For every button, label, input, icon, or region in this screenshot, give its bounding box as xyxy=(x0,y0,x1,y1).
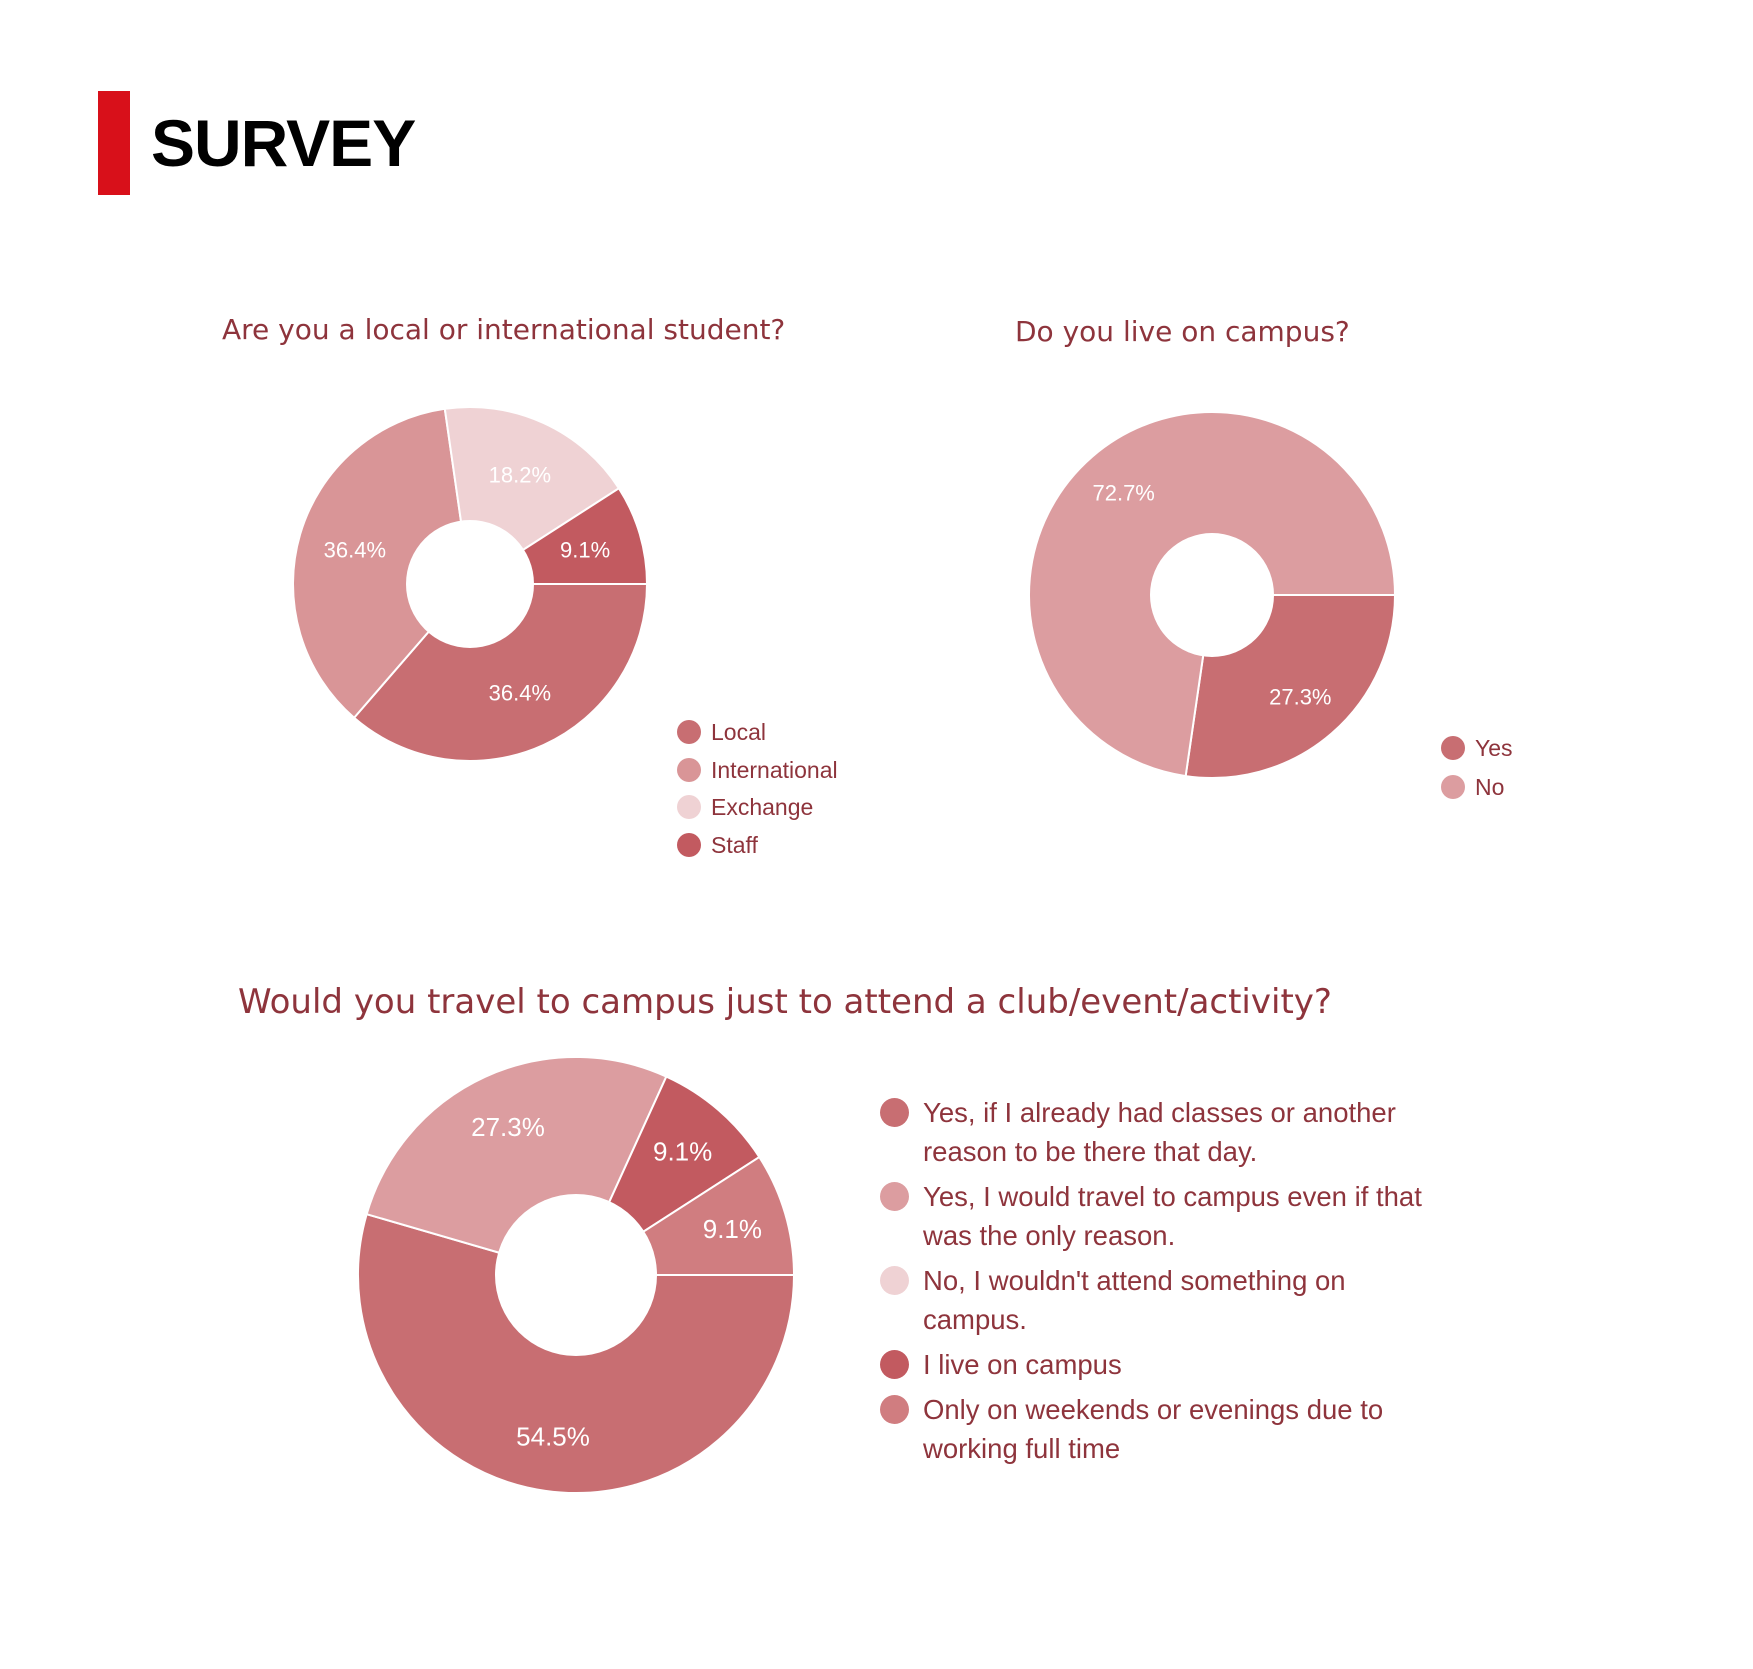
legend-swatch-icon xyxy=(677,757,701,782)
legend-label: Only on weekends or evenings due to work… xyxy=(923,1394,1384,1464)
page-title: SURVEY xyxy=(151,106,416,180)
legend-swatch-icon xyxy=(880,1182,909,1211)
legend-swatch-icon xyxy=(677,720,701,744)
legend-item: Staff xyxy=(677,831,838,869)
legend-item: Yes, if I already had classes or another… xyxy=(880,1093,1440,1171)
legend-item: Yes xyxy=(1441,734,1513,773)
legend-swatch-icon xyxy=(677,795,701,819)
legend-label: I live on campus xyxy=(923,1349,1122,1380)
legend-item: Exchange xyxy=(677,793,838,831)
slice-value-label: 36.4% xyxy=(324,538,386,563)
legend-label: Yes xyxy=(1475,735,1513,761)
legend-item: Only on weekends or evenings due to work… xyxy=(880,1390,1440,1468)
legend-label: Yes, if I already had classes or another… xyxy=(923,1097,1396,1167)
legend-swatch-icon xyxy=(880,1395,909,1424)
legend-travel-to-campus: Yes, if I already had classes or another… xyxy=(880,1093,1440,1474)
chart-title-travel-to-campus: Would you travel to campus just to atten… xyxy=(238,982,1332,1022)
donut-hole xyxy=(1150,533,1274,657)
pie-slice xyxy=(352,583,649,762)
legend-item: International xyxy=(677,756,838,794)
chart-title-live-on-campus: Do you live on campus? xyxy=(1015,315,1350,348)
slice-value-label: 27.3% xyxy=(471,1112,545,1142)
legend-item: Local xyxy=(677,718,838,756)
legend-swatch-icon xyxy=(880,1350,909,1379)
slice-value-label: 54.5% xyxy=(516,1421,590,1451)
legend-label: International xyxy=(711,756,838,783)
legend-swatch-icon xyxy=(677,832,701,857)
legend-label: No xyxy=(1475,774,1505,800)
slice-value-label: 27.3% xyxy=(1269,685,1331,710)
legend-student-type: Local International Exchange Staff xyxy=(677,718,838,868)
legend-label: Local xyxy=(711,719,766,745)
slice-value-label: 36.4% xyxy=(489,681,551,706)
legend-swatch-icon xyxy=(1441,775,1465,799)
donut-chart-3: 54.5% 27.3% 9.1% 9.1% xyxy=(357,1056,796,1494)
legend-swatch-icon xyxy=(880,1098,909,1127)
donut-hole xyxy=(495,1194,657,1356)
chart-title-student-type: Are you a local or international student… xyxy=(222,313,786,346)
slice-value-label: 72.7% xyxy=(1092,480,1154,505)
legend-live-on-campus: Yes No xyxy=(1441,734,1513,812)
pie-slice xyxy=(292,407,472,720)
legend-item: I live on campus xyxy=(880,1345,1440,1384)
title-accent-bar xyxy=(98,91,130,195)
legend-label: No, I wouldn't attend something on campu… xyxy=(923,1265,1346,1335)
donut-chart-2: 27.3% 72.7% xyxy=(1028,411,1397,779)
legend-item: No xyxy=(1441,773,1513,812)
legend-label: Exchange xyxy=(711,794,814,820)
legend-item: No, I wouldn't attend something on campu… xyxy=(880,1261,1440,1339)
slice-value-label: 9.1% xyxy=(653,1137,712,1167)
slice-value-label: 9.1% xyxy=(703,1214,762,1244)
legend-item: Yes, I would travel to campus even if th… xyxy=(880,1177,1440,1255)
slice-value-label: 18.2% xyxy=(489,462,551,487)
legend-label: Staff xyxy=(711,831,758,858)
legend-swatch-icon xyxy=(1441,736,1465,760)
donut-hole xyxy=(406,520,534,648)
legend-swatch-icon xyxy=(880,1266,909,1295)
donut-chart-1: 36.4% 36.4% 18.2% 9.1% xyxy=(292,406,649,762)
legend-label: Yes, I would travel to campus even if th… xyxy=(923,1181,1422,1251)
slice-value-label: 9.1% xyxy=(560,538,610,563)
